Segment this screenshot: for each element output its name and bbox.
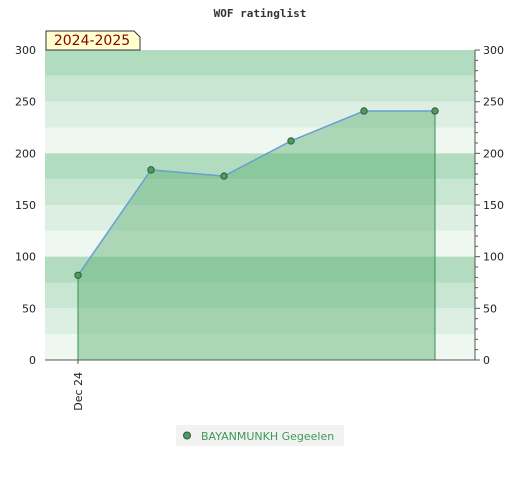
x-tick-label: Dec 24 (72, 372, 85, 411)
background-band (45, 230, 475, 257)
y-tick-label-left: 0 (29, 354, 36, 367)
chart-title: WOF ratinglist (214, 7, 307, 20)
y-tick-label-left: 150 (15, 199, 36, 212)
rating-line (77, 110, 435, 276)
background-band (45, 256, 475, 283)
data-point (74, 271, 82, 279)
rating-area (77, 110, 436, 361)
data-point (147, 166, 155, 174)
legend: BAYANMUNKH Gegeelen (176, 425, 344, 446)
background-band (45, 334, 475, 360)
y-tick-label-left: 200 (15, 147, 36, 160)
background-band (45, 50, 475, 76)
legend-box (176, 425, 344, 446)
background-band (45, 308, 475, 335)
y-tick-label-right: 150 (483, 199, 504, 212)
axes: 0 0 50 50 100 100 150 150 200 200 250 250 300 300 Dec … (15, 44, 504, 411)
y-tick-label-left: 300 (15, 44, 36, 57)
legend-marker-icon (183, 431, 191, 440)
y-tick-label-left: 50 (22, 302, 36, 315)
y-tick-label-right: 200 (483, 147, 504, 160)
background-band (45, 179, 475, 205)
y-tick-label-right: 300 (483, 44, 504, 57)
data-points (74, 107, 439, 279)
background-band (45, 101, 475, 128)
y-tick-label-left: 100 (15, 251, 36, 264)
background-band (45, 205, 475, 231)
data-point (360, 107, 368, 115)
y-tick-label-right: 0 (483, 354, 490, 367)
plot-background-bands (45, 50, 475, 360)
y-tick-label-right: 100 (483, 251, 504, 264)
y-tick-label-left: 250 (15, 96, 36, 109)
background-band (45, 282, 475, 309)
legend-series-name: BAYANMUNKH Gegeelen (201, 430, 334, 443)
background-band (45, 75, 475, 102)
y-tick-label-right: 250 (483, 96, 504, 109)
data-point (431, 107, 439, 115)
season-label: 2024-2025 (45, 30, 141, 51)
background-band (45, 127, 475, 154)
data-point (287, 137, 295, 145)
season-label-box (45, 30, 141, 51)
data-point (220, 172, 228, 180)
season-label-text: 2024-2025 (54, 33, 130, 49)
y-tick-label-right: 50 (483, 302, 497, 315)
